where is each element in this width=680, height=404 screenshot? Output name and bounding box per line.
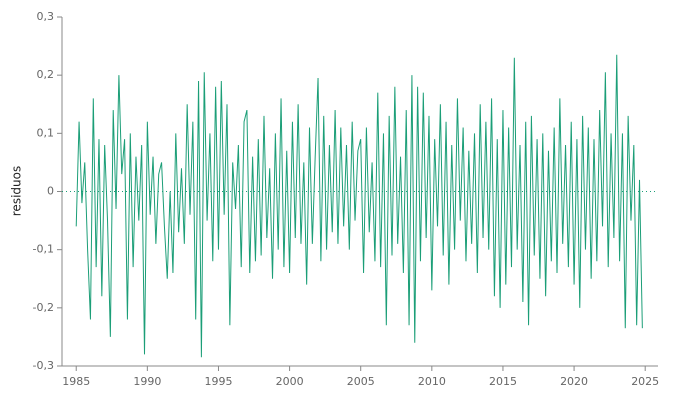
y-tick-label: -0,1 <box>33 243 54 256</box>
x-tick-label: 2010 <box>418 375 446 388</box>
y-tick-label: -0,3 <box>33 359 54 372</box>
x-tick-label: 2015 <box>489 375 517 388</box>
x-tick-label: 2000 <box>276 375 304 388</box>
x-tick-label: 1990 <box>133 375 161 388</box>
x-tick-label: 2005 <box>347 375 375 388</box>
residual-line <box>75 54 643 358</box>
x-tick-label: 2025 <box>631 375 659 388</box>
y-tick-label: 0 <box>47 185 54 198</box>
x-tick-label: 1985 <box>62 375 90 388</box>
y-tick-label: 0,1 <box>37 126 55 139</box>
y-axis-label: residuos <box>10 166 24 216</box>
y-tick-label: 0,3 <box>37 10 55 23</box>
y-tick-label: -0,2 <box>33 301 54 314</box>
x-tick-label: 1995 <box>204 375 232 388</box>
y-tick-label: 0,2 <box>37 68 55 81</box>
x-tick-label: 2020 <box>560 375 588 388</box>
